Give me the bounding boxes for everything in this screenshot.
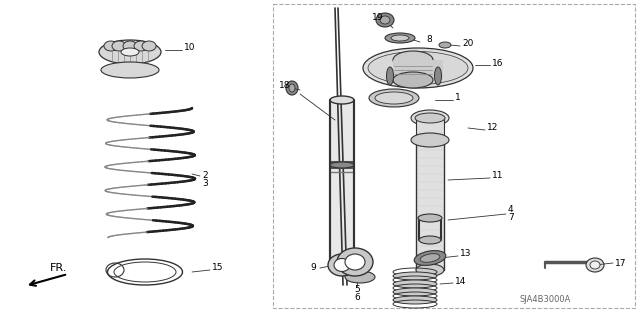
- Ellipse shape: [121, 48, 139, 56]
- Ellipse shape: [393, 272, 437, 280]
- Ellipse shape: [393, 72, 433, 88]
- Ellipse shape: [411, 110, 449, 126]
- Ellipse shape: [345, 271, 375, 283]
- Ellipse shape: [134, 41, 148, 51]
- Ellipse shape: [369, 89, 419, 107]
- Ellipse shape: [142, 41, 156, 51]
- Text: 10: 10: [184, 43, 195, 53]
- Text: 17: 17: [615, 258, 627, 268]
- Ellipse shape: [391, 35, 409, 41]
- Ellipse shape: [435, 67, 442, 85]
- Text: 8: 8: [426, 34, 432, 43]
- Text: 1: 1: [455, 93, 461, 102]
- Ellipse shape: [104, 41, 118, 51]
- Text: 11: 11: [492, 172, 504, 181]
- Ellipse shape: [101, 62, 159, 78]
- Text: 5: 5: [354, 286, 360, 294]
- Ellipse shape: [416, 264, 444, 276]
- Ellipse shape: [289, 84, 295, 92]
- Ellipse shape: [393, 296, 437, 304]
- Ellipse shape: [387, 67, 394, 85]
- Text: 16: 16: [492, 58, 504, 68]
- Text: 13: 13: [460, 249, 472, 258]
- Ellipse shape: [420, 254, 440, 262]
- Ellipse shape: [368, 51, 468, 85]
- Text: 4: 4: [508, 205, 514, 214]
- Text: 15: 15: [212, 263, 223, 272]
- Text: 9: 9: [310, 263, 316, 272]
- Ellipse shape: [337, 248, 373, 276]
- Bar: [416, 118, 444, 140]
- Ellipse shape: [393, 280, 437, 288]
- Text: 18: 18: [279, 81, 291, 91]
- Ellipse shape: [330, 96, 354, 104]
- Ellipse shape: [393, 288, 437, 296]
- Text: 20: 20: [462, 40, 474, 48]
- Ellipse shape: [334, 258, 350, 271]
- Text: SJA4B3000A: SJA4B3000A: [520, 295, 572, 305]
- Ellipse shape: [380, 16, 390, 24]
- Text: 12: 12: [487, 123, 499, 132]
- Text: FR.: FR.: [50, 263, 67, 273]
- Ellipse shape: [112, 41, 126, 51]
- Ellipse shape: [393, 51, 433, 69]
- Bar: [330, 100, 354, 260]
- Text: 6: 6: [354, 293, 360, 302]
- Ellipse shape: [375, 92, 413, 104]
- Text: 7: 7: [508, 213, 514, 222]
- Ellipse shape: [286, 81, 298, 95]
- Bar: [273, 4, 635, 308]
- Bar: [393, 60, 443, 80]
- Ellipse shape: [123, 41, 137, 51]
- Ellipse shape: [363, 48, 473, 88]
- Ellipse shape: [590, 261, 600, 269]
- Ellipse shape: [345, 254, 365, 270]
- Text: 19: 19: [372, 13, 383, 23]
- Ellipse shape: [376, 13, 394, 27]
- Text: 2: 2: [202, 172, 207, 181]
- Ellipse shape: [330, 162, 354, 168]
- Ellipse shape: [419, 236, 441, 244]
- Ellipse shape: [586, 258, 604, 272]
- Ellipse shape: [99, 40, 161, 64]
- Text: 3: 3: [202, 180, 208, 189]
- Ellipse shape: [439, 42, 451, 48]
- Ellipse shape: [414, 250, 446, 265]
- Ellipse shape: [385, 33, 415, 43]
- Ellipse shape: [418, 214, 442, 222]
- Ellipse shape: [411, 133, 449, 147]
- Ellipse shape: [328, 254, 356, 276]
- Ellipse shape: [415, 113, 445, 123]
- Bar: [416, 140, 444, 270]
- Text: 14: 14: [455, 278, 467, 286]
